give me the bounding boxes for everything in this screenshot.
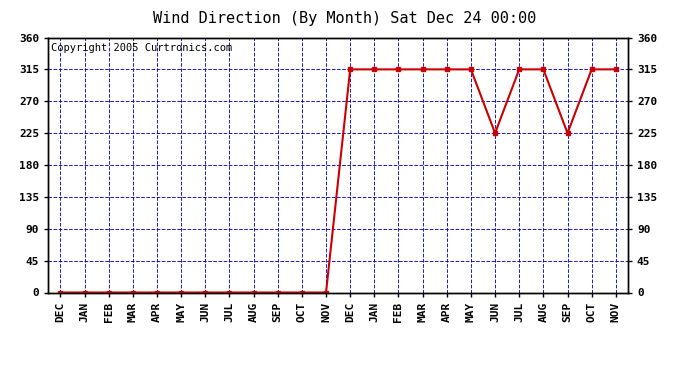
Text: Copyright 2005 Curtronics.com: Copyright 2005 Curtronics.com [51, 43, 233, 52]
Text: Wind Direction (By Month) Sat Dec 24 00:00: Wind Direction (By Month) Sat Dec 24 00:… [153, 11, 537, 26]
